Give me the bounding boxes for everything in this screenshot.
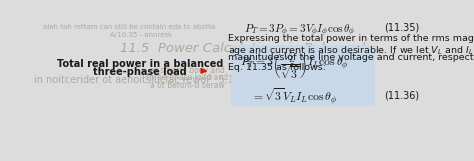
Text: $P_T = 3P_\phi = 3V_\phi I_\phi \cos\theta_\phi$: $P_T = 3P_\phi = 3V_\phi I_\phi \cos\the… [244, 22, 355, 39]
FancyBboxPatch shape [231, 45, 374, 106]
Text: $P_T = 3\left(\dfrac{V_L}{\sqrt{3}}\right)I_L \cos\theta_\phi$: $P_T = 3\left(\dfrac{V_L}{\sqrt{3}}\righ… [240, 51, 349, 81]
Text: Total real power in a balanced: Total real power in a balanced [57, 59, 223, 69]
Text: age and current is also desirable. If we let $V_L$ and $I_L$ represent the rms: age and current is also desirable. If we… [228, 44, 474, 57]
Text: alah tah rettam can still be contain eda to abzilla: alah tah rettam can still be contain eda… [43, 24, 215, 30]
Text: a ot berom-b seraw: a ot berom-b seraw [150, 81, 225, 90]
Text: in noitcerider ot aenoitsluclac rewoP  5.11: in noitcerider ot aenoitsluclac rewoP 5.… [34, 75, 240, 85]
Text: A/10.35 - annresk: A/10.35 - annresk [109, 32, 172, 38]
Text: (11.36): (11.36) [384, 91, 419, 101]
Text: Eq. 11.35 as follows:: Eq. 11.35 as follows: [228, 63, 326, 72]
Text: (11.35): (11.35) [384, 22, 419, 32]
Text: Expressing the total power in terms of the rms magnitudes of the line volt-: Expressing the total power in terms of t… [228, 34, 474, 43]
Text: $= \sqrt{3}V_L I_L \cos\theta_\phi$: $= \sqrt{3}V_L I_L \cos\theta_\phi$ [251, 86, 337, 108]
Text: three-phase load: three-phase load [93, 67, 187, 77]
Text: or smarts body and: or smarts body and [150, 66, 225, 75]
Text: magnitudes of the line voltage and current, respectively, we can modify: magnitudes of the line voltage and curre… [228, 53, 474, 62]
Text: 11.5  Power Calculations in Balanced: 11.5 Power Calculations in Balanced [120, 42, 365, 55]
Text: three-phase load and: three-phase load and [146, 73, 228, 82]
Polygon shape [201, 69, 207, 73]
